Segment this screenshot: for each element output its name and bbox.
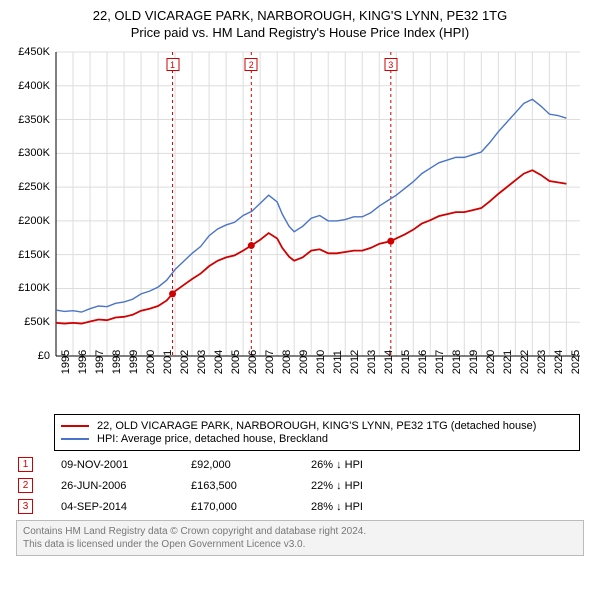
y-tick-label: £300K — [10, 147, 50, 159]
tx-marker-icon: 2 — [18, 478, 33, 493]
legend-item-hpi: HPI: Average price, detached house, Brec… — [61, 433, 573, 445]
table-row: 1 09-NOV-2001 £92,000 26% ↓ HPI — [16, 457, 584, 472]
y-tick-label: £350K — [10, 114, 50, 126]
price-chart: £0 £50K £100K £150K £200K £250K £300K £350K £400… — [10, 46, 590, 406]
y-tick-label: £400K — [10, 80, 50, 92]
page: 22, OLD VICARAGE PARK, NARBOROUGH, KING'… — [0, 0, 600, 564]
footer-attribution: Contains HM Land Registry data © Crown c… — [16, 520, 584, 556]
legend-swatch — [61, 438, 89, 440]
legend-item-property: 22, OLD VICARAGE PARK, NARBOROUGH, KING'… — [61, 420, 573, 432]
x-tick-label: 2025 — [570, 350, 600, 374]
legend-label: 22, OLD VICARAGE PARK, NARBOROUGH, KING'… — [97, 420, 536, 432]
title-block: 22, OLD VICARAGE PARK, NARBOROUGH, KING'… — [10, 8, 590, 40]
legend: 22, OLD VICARAGE PARK, NARBOROUGH, KING'… — [54, 414, 580, 451]
title-address: 22, OLD VICARAGE PARK, NARBOROUGH, KING'… — [10, 8, 590, 23]
tx-price: £92,000 — [191, 459, 311, 471]
table-row: 3 04-SEP-2014 £170,000 28% ↓ HPI — [16, 499, 584, 514]
chart-marker-icon: 2 — [245, 58, 258, 71]
footer-line: Contains HM Land Registry data © Crown c… — [23, 525, 577, 538]
y-tick-label: £200K — [10, 215, 50, 227]
y-tick-label: £0 — [10, 350, 50, 362]
title-subtitle: Price paid vs. HM Land Registry's House … — [10, 25, 590, 40]
tx-delta: 26% ↓ HPI — [311, 459, 451, 471]
chart-marker-icon: 1 — [166, 58, 179, 71]
chart-marker-icon: 3 — [384, 58, 397, 71]
tx-date: 04-SEP-2014 — [61, 501, 191, 513]
tx-date: 09-NOV-2001 — [61, 459, 191, 471]
tx-price: £163,500 — [191, 480, 311, 492]
legend-label: HPI: Average price, detached house, Brec… — [97, 433, 328, 445]
tx-date: 26-JUN-2006 — [61, 480, 191, 492]
tx-delta: 28% ↓ HPI — [311, 501, 451, 513]
y-tick-label: £150K — [10, 249, 50, 261]
y-tick-label: £450K — [10, 46, 50, 58]
tx-price: £170,000 — [191, 501, 311, 513]
transactions-table: 1 09-NOV-2001 £92,000 26% ↓ HPI 2 26-JUN… — [16, 457, 584, 514]
y-tick-label: £100K — [10, 282, 50, 294]
legend-swatch — [61, 425, 89, 427]
tx-marker-icon: 1 — [18, 457, 33, 472]
footer-line: This data is licensed under the Open Gov… — [23, 538, 577, 551]
table-row: 2 26-JUN-2006 £163,500 22% ↓ HPI — [16, 478, 584, 493]
tx-delta: 22% ↓ HPI — [311, 480, 451, 492]
y-tick-label: £50K — [10, 316, 50, 328]
y-tick-label: £250K — [10, 181, 50, 193]
tx-marker-icon: 3 — [18, 499, 33, 514]
